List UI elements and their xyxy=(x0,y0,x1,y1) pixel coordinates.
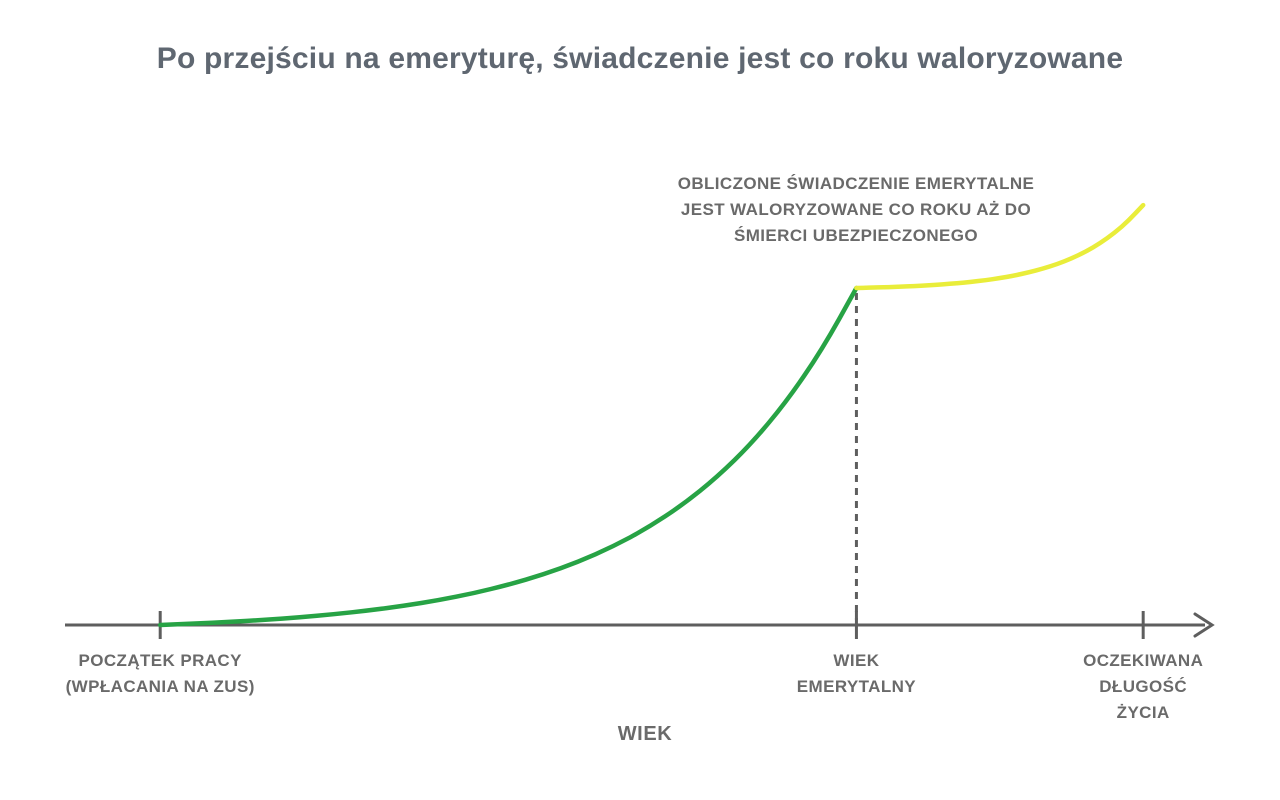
tick-label-oczekiwana-dlugosc-zycia: OCZEKIWANA DŁUGOŚĆ ŻYCIA xyxy=(1083,651,1204,722)
tick-label-wiek-emerytalny: WIEK EMERYTALNY xyxy=(796,651,917,696)
x-axis-arrowhead-icon xyxy=(1193,612,1215,638)
series-swiadczenie-waloryzowane-co-roku xyxy=(854,202,1146,291)
series-kapital-skladkowy-do-emerytury xyxy=(157,285,859,628)
chart-title: Po przejściu na emeryturę, świadczenie j… xyxy=(156,42,1124,75)
tick-label-poczatek-pracy: POCZĄTEK PRACY (WPŁACANIA NA ZUS) xyxy=(65,651,255,696)
valorization-callout-text: OBLICZONE ŚWIADCZENIE EMERYTALNE JEST WA… xyxy=(677,174,1035,245)
x-axis-title: WIEK xyxy=(617,723,673,745)
